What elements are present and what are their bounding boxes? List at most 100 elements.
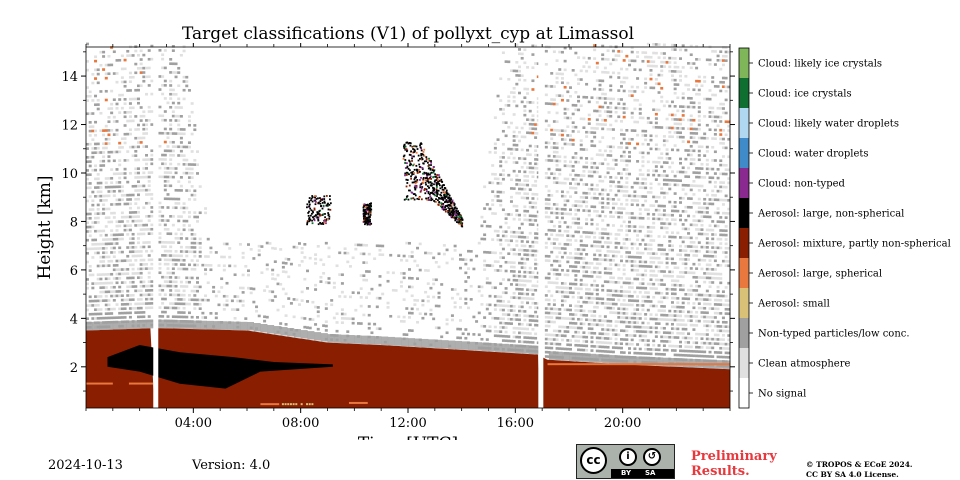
heatmap-cell (577, 331, 581, 334)
heatmap-cell (569, 160, 572, 164)
heatmap-cell (619, 303, 623, 306)
heatmap-cell (711, 176, 715, 180)
heatmap-cell (555, 81, 559, 84)
heatmap-cell (630, 216, 634, 220)
heatmap-cell (131, 119, 135, 123)
heatmap-cell (174, 171, 178, 175)
heatmap-cell (630, 242, 634, 246)
heatmap-cell (687, 153, 691, 157)
heatmap-cell (102, 212, 106, 215)
heatmap-cell (595, 266, 599, 270)
heatmap-cell (708, 307, 712, 310)
heatmap-cell (142, 184, 146, 188)
heatmap-cell (131, 280, 135, 284)
heatmap-cell (118, 294, 122, 298)
heatmap-cell (700, 337, 704, 340)
heatmap-cell (491, 251, 495, 255)
heatmap-cell (585, 266, 589, 269)
heatmap-cell (526, 240, 530, 244)
heatmap-cell (571, 130, 575, 133)
heatmap-cell (300, 251, 304, 254)
heatmap-cell (501, 300, 505, 303)
heatmap-cell (128, 298, 132, 302)
heatmap-cell (625, 233, 629, 237)
heatmap-cell (654, 78, 658, 81)
heatmap-cell (488, 207, 492, 211)
heatmap-cell (493, 330, 497, 333)
heatmap-cell (526, 297, 530, 300)
heatmap-cell (665, 266, 669, 269)
heatmap-cell (676, 318, 680, 322)
heatmap-cell (668, 331, 672, 335)
heatmap-cell (518, 340, 521, 343)
heatmap-cell (595, 127, 599, 130)
heatmap-cell (716, 189, 720, 193)
heatmap-cell (547, 124, 551, 127)
heatmap-cell (636, 85, 640, 89)
heatmap-cell (410, 250, 414, 254)
heatmap-cell (499, 282, 503, 286)
heatmap-cell (528, 170, 532, 174)
heatmap-cell (150, 92, 154, 96)
heatmap-cell (528, 127, 532, 130)
heatmap-cell (263, 289, 267, 292)
heatmap-cell (501, 334, 505, 338)
heatmap-cell (681, 227, 685, 231)
heatmap-cell (483, 263, 487, 267)
heatmap-cell (102, 133, 106, 137)
heatmap-cell (126, 298, 130, 302)
heatmap-cell (99, 63, 103, 67)
heatmap-cell (187, 198, 191, 201)
heatmap-cell (139, 189, 143, 192)
heatmap-cell (558, 242, 562, 246)
heatmap-cell (705, 232, 709, 236)
heatmap-cell (139, 84, 143, 88)
heatmap-cell (555, 277, 559, 280)
heatmap-cell (536, 223, 540, 227)
heatmap-cell (169, 302, 173, 305)
heatmap-cell (102, 260, 106, 263)
heatmap-cell (654, 165, 658, 168)
heatmap-cell (660, 217, 664, 221)
heatmap-cell (660, 309, 664, 313)
heatmap-cell (88, 216, 92, 220)
heatmap-cell (534, 267, 538, 270)
heatmap-cell (558, 246, 562, 250)
heatmap-cell (434, 326, 438, 330)
heatmap-cell (566, 107, 570, 111)
heatmap-cell (367, 322, 371, 326)
heatmap-cell (644, 182, 648, 185)
heatmap-cell (150, 153, 154, 157)
heatmap-cell (424, 290, 428, 294)
heatmap-cell (560, 316, 564, 320)
heatmap-cell (609, 189, 613, 192)
heatmap-cell (614, 294, 618, 297)
heatmap-cell (716, 355, 720, 359)
heatmap-cell (558, 159, 562, 163)
heatmap-cell (91, 225, 95, 229)
heatmap-cell (563, 242, 567, 246)
heatmap-cell (518, 235, 521, 239)
heatmap-cell (247, 286, 250, 290)
heatmap-cell (196, 172, 199, 175)
heatmap-cell (177, 215, 181, 218)
heatmap-cell (705, 311, 709, 315)
heatmap-cell (668, 213, 672, 217)
heatmap-cell (670, 327, 674, 330)
heatmap-cell (636, 325, 640, 329)
heatmap-cell (327, 277, 331, 280)
heatmap-cell (147, 297, 151, 301)
heatmap-cell (649, 304, 653, 308)
heatmap-cell (569, 343, 572, 347)
heatmap-cell (528, 332, 532, 335)
heatmap-cell (700, 223, 704, 227)
heatmap-cell (719, 137, 723, 141)
heatmap-cell (660, 222, 664, 225)
heatmap-cell (689, 188, 693, 192)
heatmap-cell (601, 297, 605, 301)
heatmap-cell (477, 311, 481, 315)
heatmap-cell (509, 269, 513, 273)
heatmap-cell (660, 305, 664, 308)
heatmap-cell (187, 263, 191, 267)
heatmap-cell (633, 225, 637, 228)
